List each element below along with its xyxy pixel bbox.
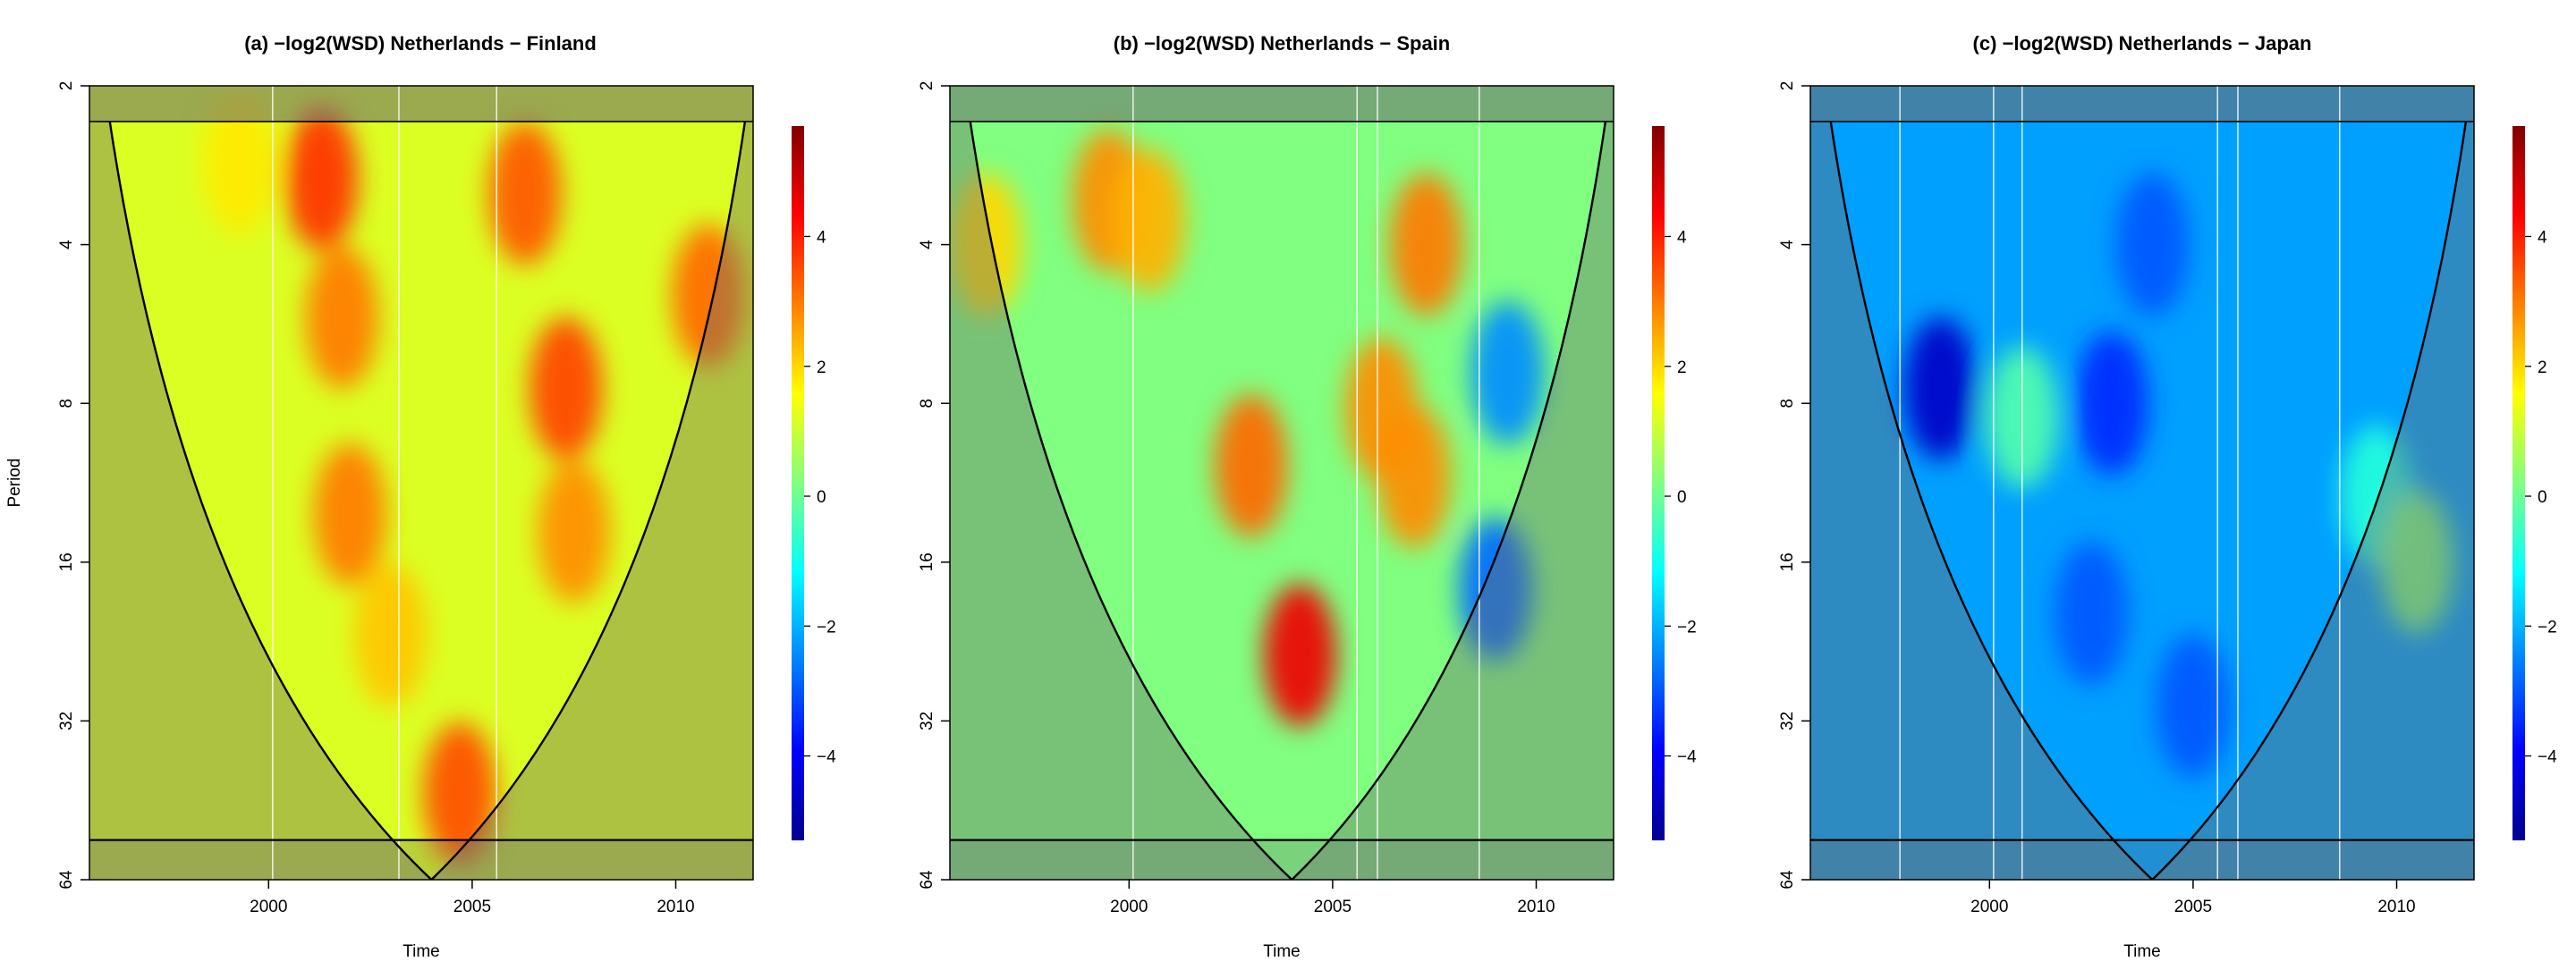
heatmap-cell-4: [1263, 583, 1337, 727]
cone-of-influence-curve: [969, 121, 1607, 880]
y-tick-label-32: 32: [57, 712, 76, 730]
heatmap-cell-8: [672, 224, 745, 367]
heatmap-cell-6: [1377, 404, 1451, 548]
chart-title: (c) −log2(WSD) Netherlands − Japan: [1973, 32, 2312, 55]
bottom-band-shade: [950, 839, 1614, 880]
colorbar-tick-label-0: 0: [2538, 488, 2547, 507]
cone-of-influence-curve: [108, 121, 747, 880]
colorbar-tick-label--2: −2: [817, 618, 836, 637]
plot-frame: [1809, 85, 2475, 881]
y-tick-label-4: 4: [1778, 240, 1797, 249]
x-tick-label-2000: 2000: [1110, 898, 1148, 916]
colorbar-tick-label-4: 4: [817, 228, 826, 247]
y-tick-label-2: 2: [1778, 81, 1797, 91]
x-tick-label-2010: 2010: [1517, 898, 1555, 916]
cone-of-influence-shade: [950, 86, 1614, 880]
bottom-band-shade: [1810, 839, 2474, 880]
colorbar-tick-label-2: 2: [1677, 358, 1687, 377]
chart-panel-1: (a) −log2(WSD) Netherlands − Finland 2000…: [57, 32, 836, 961]
colorbar-tick-label-0: 0: [1677, 488, 1687, 507]
x-axis-title: Time: [1263, 942, 1301, 961]
y-tick-label-2: 2: [918, 81, 936, 91]
bottom-band-shade: [89, 839, 753, 880]
heatmap-cell-10: [354, 563, 428, 707]
x-axis-title: Time: [402, 942, 440, 961]
colorbar-tick-label-2: 2: [817, 358, 826, 377]
x-tick-label-2005: 2005: [1314, 898, 1352, 916]
colorbar: [2512, 126, 2525, 840]
heatmap-cell-10: [950, 173, 1023, 316]
colorbar-tick-label--4: −4: [2538, 748, 2557, 767]
y-tick-label-8: 8: [57, 399, 76, 409]
x-tick-label-2005: 2005: [453, 898, 491, 916]
heatmap-cell-1: [1903, 316, 1978, 460]
y-tick-label-4: 4: [57, 240, 76, 249]
plot-frame: [89, 85, 754, 881]
heatmap-background: [89, 86, 753, 880]
heatmap-cell-6: [537, 460, 611, 603]
y-tick-label-8: 8: [918, 399, 936, 409]
chart-title: (a) −log2(WSD) Netherlands − Finland: [244, 32, 597, 55]
cone-of-influence-shade: [89, 86, 753, 880]
heatmap-cell-9: [203, 91, 277, 235]
x-tick-label-2000: 2000: [250, 898, 287, 916]
heatmap-cell-8: [1470, 301, 1545, 444]
y-axis-title: Period: [5, 459, 24, 508]
colorbar-tick-label-4: 4: [2538, 228, 2547, 247]
x-tick-label-2005: 2005: [2174, 898, 2212, 916]
heatmap-cell-4: [488, 122, 562, 266]
heatmap-cell-3: [313, 443, 387, 586]
colorbar-tick-label--2: −2: [2538, 618, 2557, 637]
y-tick-label-16: 16: [918, 552, 936, 571]
heatmap-cell-2: [1113, 148, 1186, 292]
colorbar-tick-label--2: −2: [1677, 618, 1697, 637]
heatmap-cell-3: [2055, 542, 2128, 685]
y-tick-label-2: 2: [57, 81, 76, 91]
heatmap-cell-2: [305, 246, 379, 390]
colorbar-tick-label-2: 2: [2538, 358, 2547, 377]
colorbar-tick-label-4: 4: [1677, 228, 1687, 247]
y-tick-label-64: 64: [1778, 870, 1797, 890]
heatmap-cell-3: [1215, 393, 1288, 537]
colorbar: [792, 126, 804, 840]
heatmap-cell-2: [2075, 332, 2148, 476]
y-tick-label-32: 32: [1778, 712, 1797, 730]
chart-title: (b) −log2(WSD) Netherlands − Spain: [1114, 32, 1450, 55]
heatmap-field: [203, 91, 745, 865]
x-tick-label-2010: 2010: [657, 898, 694, 916]
colorbar-tick-label-0: 0: [817, 488, 826, 507]
colorbar-tick-label--4: −4: [817, 748, 836, 767]
y-tick-label-16: 16: [57, 552, 76, 571]
y-tick-label-64: 64: [57, 870, 76, 890]
heatmap-cell-5: [529, 316, 603, 460]
heatmap-cell-4: [2157, 634, 2230, 778]
top-band-shade: [1810, 86, 2474, 122]
cone-of-influence-curve: [1829, 121, 2468, 880]
heatmap-cell-7: [1389, 173, 1463, 316]
top-band-shade: [89, 86, 753, 122]
y-tick-label-8: 8: [1778, 399, 1797, 409]
heatmap-cell-8: [2115, 173, 2190, 316]
cone-of-influence-shade: [1810, 86, 2474, 880]
x-tick-label-2000: 2000: [1970, 898, 2008, 916]
y-tick-label-16: 16: [1778, 552, 1797, 571]
top-band-shade: [950, 86, 1614, 122]
y-tick-label-32: 32: [918, 712, 936, 730]
y-tick-label-64: 64: [918, 870, 936, 890]
x-axis-title: Time: [2123, 942, 2161, 961]
y-tick-label-4: 4: [918, 240, 936, 249]
heatmap-field: [950, 129, 1545, 727]
heatmap-cell-1: [284, 106, 359, 250]
heatmap-cell-7: [2380, 490, 2454, 634]
colorbar: [1652, 126, 1665, 840]
heatmap-cell-9: [1459, 518, 1532, 661]
x-tick-label-2010: 2010: [2377, 898, 2415, 916]
colorbar-tick-label--4: −4: [1677, 748, 1697, 767]
plot-frame: [949, 85, 1614, 881]
